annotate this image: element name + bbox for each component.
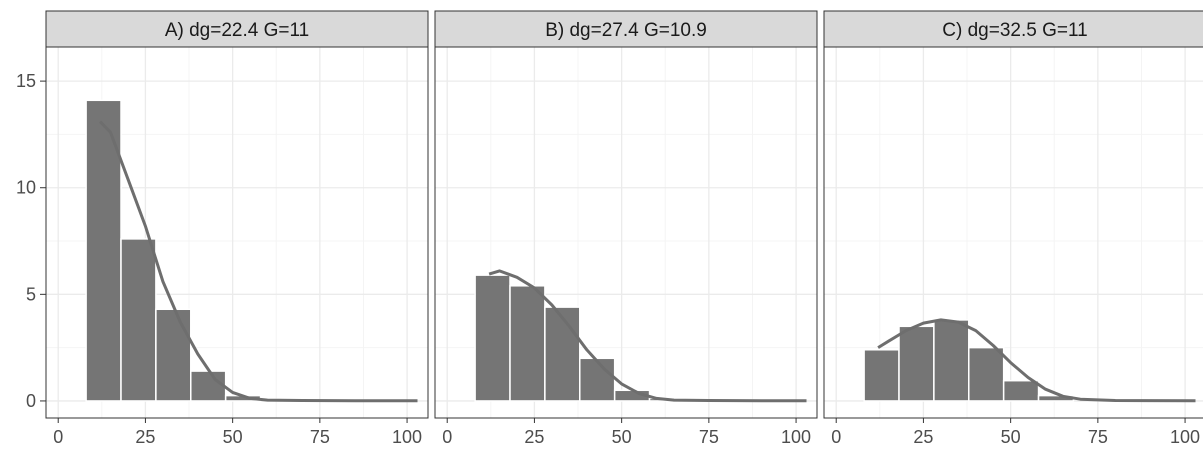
x-tick-label: 100 [781,427,811,447]
fitted-curve-line [99,120,418,403]
facet-panel: B) dg=27.4 G=10.9 0 25 50 75 100 [434,10,818,447]
x-tick-label: 75 [1088,427,1108,447]
fitted-curve-line [877,318,1196,403]
histogram-bar [509,285,546,402]
histogram-bar [933,319,970,402]
x-tick-label: 50 [1001,427,1021,447]
y-tick-label: 5 [26,284,36,304]
x-tick-label: 100 [392,427,422,447]
panel-border [45,46,429,419]
histogram-bar [898,325,935,402]
facet-title: A) dg=22.4 G=11 [165,20,309,41]
facet-title: B) dg=27.4 G=10.9 [545,20,707,41]
histogram-bar [120,238,157,402]
x-tick-label: 0 [442,427,452,447]
histogram-bar [1002,379,1040,402]
x-tick-label: 50 [223,427,243,447]
histogram-bar [190,370,227,402]
panel-border [823,46,1203,419]
facet-panel: A) dg=22.4 G=11 0 25 50 75 100 [45,10,429,447]
x-tick-label: 25 [524,427,544,447]
facet-strip [823,10,1203,48]
x-tick-label: 50 [612,427,632,447]
x-tick-label: 25 [913,427,933,447]
y-tick-label: 15 [16,71,36,91]
histogram-bar [579,357,616,402]
x-tick-label: 25 [135,427,155,447]
histogram-bar [474,274,511,402]
x-tick-label: 100 [1170,427,1200,447]
facet-strip [45,10,429,48]
x-tick-label: 75 [699,427,719,447]
panel-border [434,46,818,419]
histogram-bar [85,99,122,402]
histogram-bar [863,349,900,402]
x-tick-label: 75 [310,427,330,447]
y-tick-label: 0 [26,391,36,411]
histogram-bar [155,308,192,402]
y-tick-label: 10 [16,178,36,198]
facet-panel: C) dg=32.5 G=11 0 25 50 75 100 [823,10,1203,447]
histogram-bar [544,306,581,402]
x-tick-label: 0 [53,427,63,447]
x-tick-label: 0 [831,427,841,447]
fitted-curve-line [488,269,807,403]
facet-title: C) dg=32.5 G=11 [942,20,1087,41]
histogram-bar [968,346,1005,402]
